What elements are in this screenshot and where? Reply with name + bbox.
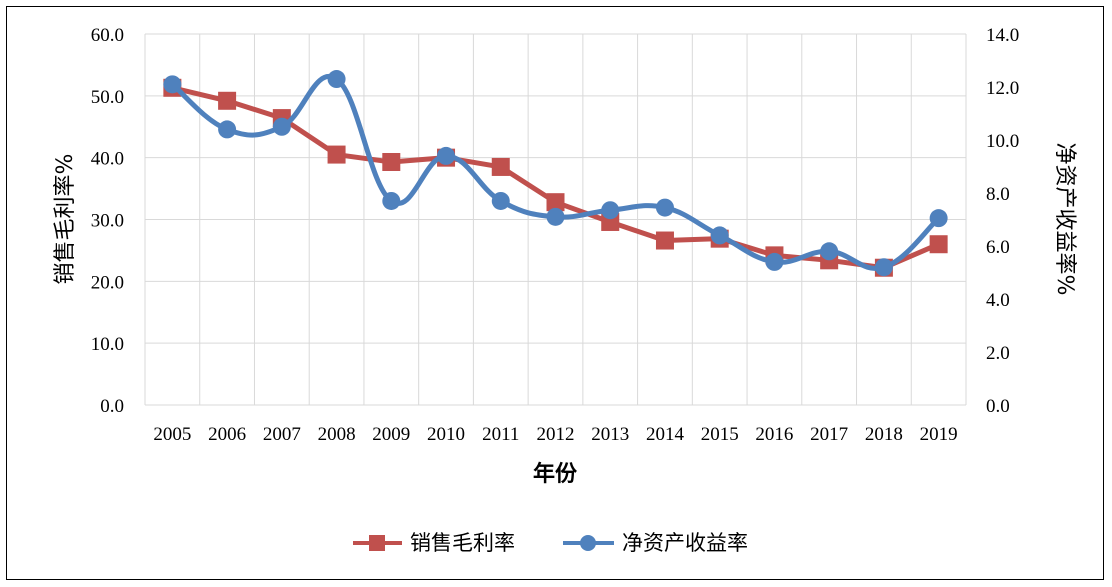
- x-tick-label: 2018: [865, 424, 903, 445]
- data-point-circle: [546, 207, 565, 226]
- left-y-tick-label: 0.0: [100, 396, 124, 417]
- left-y-tick-label: 60.0: [91, 25, 124, 46]
- x-tick-label: 2016: [755, 424, 793, 445]
- legend-label: 销售毛利率: [410, 531, 515, 555]
- legend-item-gross-margin: 销售毛利率: [353, 531, 515, 555]
- x-tick-label: 2009: [372, 424, 410, 445]
- legend-square-marker: [369, 535, 385, 551]
- data-point-square: [655, 231, 674, 250]
- x-tick-label: 2014: [646, 424, 685, 445]
- right-y-tick-label: 0.0: [986, 396, 1010, 417]
- series-roe: [163, 70, 948, 277]
- right-y-axis-ticks: 0.0 2.0 4.0 6.0 8.0 10.0 12.0 14.0: [986, 25, 1019, 417]
- right-y-tick-label: 14.0: [986, 25, 1019, 46]
- data-point-square: [218, 91, 237, 110]
- data-point-circle: [437, 146, 456, 165]
- data-point-circle: [163, 75, 182, 94]
- data-point-circle: [929, 209, 948, 228]
- left-y-tick-label: 50.0: [91, 87, 124, 108]
- right-y-tick-label: 10.0: [986, 131, 1019, 152]
- x-tick-label: 2019: [920, 424, 958, 445]
- left-y-tick-label: 10.0: [91, 334, 124, 355]
- left-y-axis-title: 销售毛利率%: [53, 154, 78, 285]
- right-y-tick-label: 4.0: [986, 290, 1010, 311]
- data-point-circle: [710, 226, 729, 245]
- x-tick-label: 2017: [810, 424, 848, 445]
- data-point-circle: [382, 191, 401, 210]
- left-y-tick-label: 30.0: [91, 211, 124, 232]
- data-point-circle: [655, 198, 674, 217]
- left-y-axis-ticks: 0.0 10.0 20.0 30.0 40.0 50.0 60.0: [91, 25, 124, 417]
- x-tick-label: 2011: [482, 424, 519, 445]
- legend-item-roe: 净资产收益率: [563, 531, 748, 555]
- data-point-square: [327, 145, 346, 164]
- data-point-circle: [601, 201, 620, 220]
- data-point-circle: [491, 191, 510, 210]
- right-y-tick-label: 6.0: [986, 237, 1010, 258]
- right-y-tick-label: 2.0: [986, 343, 1010, 364]
- legend-circle-marker: [580, 535, 596, 551]
- data-point-square: [929, 235, 948, 254]
- data-point-circle: [765, 252, 784, 271]
- left-y-tick-label: 40.0: [91, 149, 124, 170]
- x-tick-label: 2005: [153, 424, 191, 445]
- legend: 销售毛利率 净资产收益率: [353, 531, 748, 555]
- x-axis-title: 年份: [533, 461, 578, 487]
- x-axis-ticks: 2005 2006 2007 2008 2009 2010 2011 2012 2013 2014…: [153, 424, 957, 445]
- right-y-axis-title: 净资产收益率%: [1052, 143, 1077, 296]
- data-point-circle: [874, 258, 893, 277]
- data-point-square: [546, 193, 565, 212]
- right-y-tick-label: 8.0: [986, 184, 1010, 205]
- x-tick-label: 2015: [701, 424, 739, 445]
- data-point-circle: [272, 117, 291, 136]
- left-y-tick-label: 20.0: [91, 272, 124, 293]
- data-point-square: [491, 157, 510, 176]
- legend-label: 净资产收益率: [622, 531, 748, 555]
- right-y-tick-label: 12.0: [986, 78, 1019, 99]
- data-point-square: [382, 152, 401, 171]
- x-tick-label: 2013: [591, 424, 629, 445]
- x-tick-label: 2007: [263, 424, 301, 445]
- series-line: [170, 74, 941, 271]
- x-tick-label: 2010: [427, 424, 465, 445]
- data-point-circle: [218, 120, 237, 139]
- x-tick-label: 2008: [318, 424, 356, 445]
- series-layer: [163, 70, 948, 277]
- x-tick-label: 2012: [537, 424, 575, 445]
- x-tick-label: 2006: [208, 424, 246, 445]
- data-point-circle: [820, 242, 839, 261]
- data-point-circle: [327, 70, 346, 89]
